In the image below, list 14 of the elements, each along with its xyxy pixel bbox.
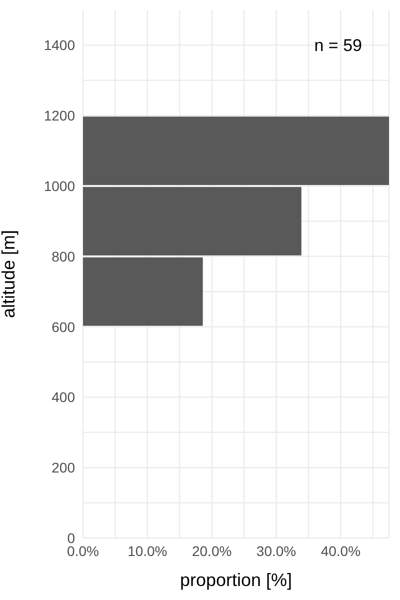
x-tick-label: 10.0% <box>128 542 168 559</box>
y-axis-title: altitude [m] <box>0 230 18 318</box>
y-tick-label: 400 <box>52 389 76 406</box>
x-tick-label: 40.0% <box>320 542 361 559</box>
y-tick-label: 800 <box>52 248 76 264</box>
x-tick-label: 30.0% <box>256 542 296 559</box>
x-tick-label: 20.0% <box>192 542 232 559</box>
y-tick-label: 200 <box>52 460 76 476</box>
y-tick-label: 1000 <box>44 178 76 194</box>
y-tick-label: 1400 <box>44 37 76 54</box>
y-tick-label: 1200 <box>44 108 76 124</box>
x-axis-title: proportion [%] <box>180 570 292 590</box>
y-tick-label: 600 <box>52 318 76 335</box>
annotation: n = 59 <box>314 36 362 56</box>
